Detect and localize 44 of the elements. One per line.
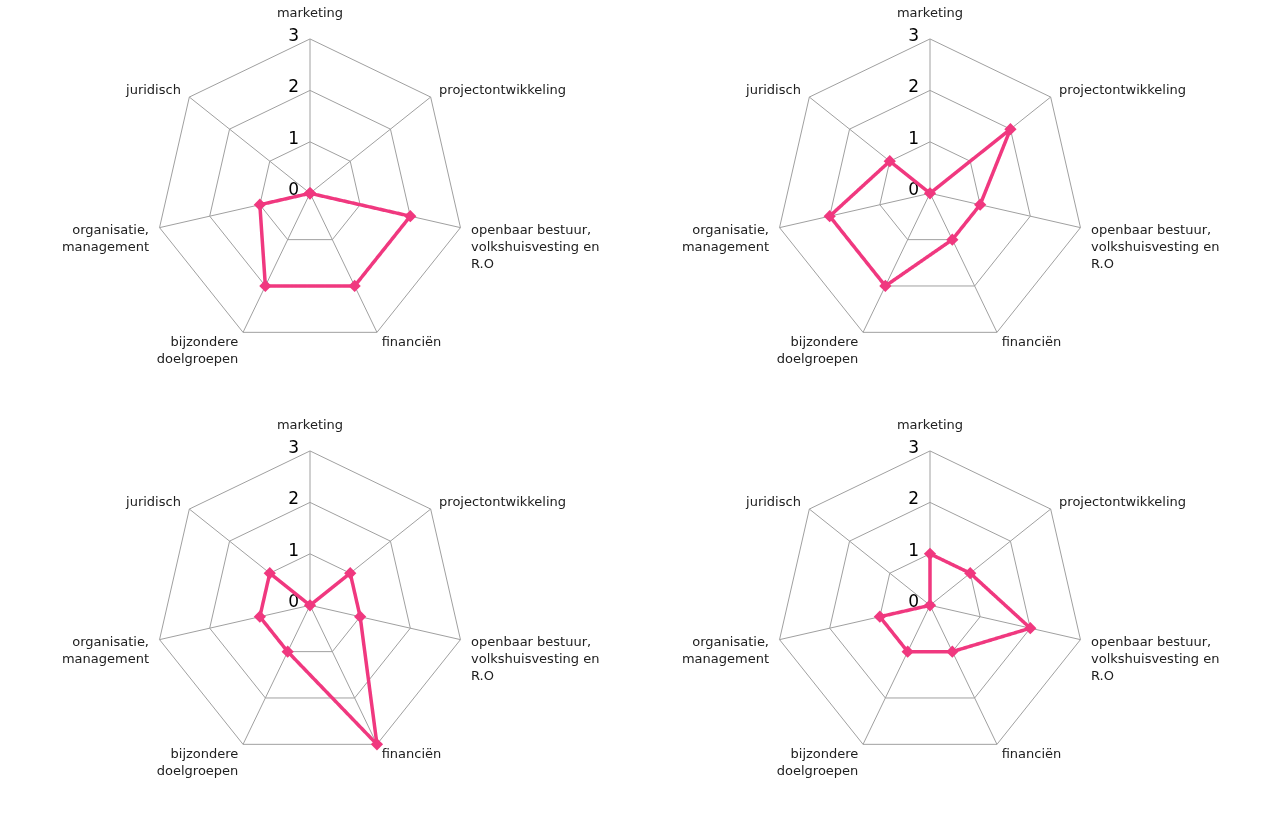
y-tick-label: 2 [288, 488, 300, 509]
spoke-label: marketing [276, 417, 344, 433]
y-tick-label: 2 [908, 488, 920, 509]
spoke-label: juridisch [745, 82, 801, 98]
spoke-label: projectontwikkeling [1059, 494, 1187, 510]
y-tick-label: 3 [288, 436, 300, 457]
y-tick-label: 1 [288, 539, 300, 560]
spoke-label: organisatie, management [681, 222, 770, 255]
spoke-label: financiën [1001, 334, 1062, 350]
spoke-label: juridisch [745, 494, 801, 510]
spoke-label: projectontwikkeling [1059, 82, 1187, 98]
y-tick-label: 0 [908, 591, 920, 612]
spoke-label: financiën [1001, 746, 1062, 762]
spoke-label: juridisch [125, 494, 181, 510]
spoke-label: openbaar bestuur, volkshuisvesting en R.O [1090, 634, 1220, 684]
y-tick-label: 2 [288, 76, 300, 97]
spoke-label: projectontwikkeling [439, 82, 567, 98]
y-tick-label: 0 [288, 591, 300, 612]
spoke-label: marketing [896, 5, 964, 21]
y-tick-label: 3 [288, 24, 300, 45]
y-tick-label: 2 [908, 76, 920, 97]
spoke-label: juridisch [125, 82, 181, 98]
spoke-label: organisatie, management [681, 634, 770, 667]
spoke-label: openbaar bestuur, volkshuisvesting en R.O [1090, 222, 1220, 272]
spoke-label: bijzondere doelgroepen [156, 746, 239, 779]
spoke-label: organisatie, management [61, 634, 150, 667]
y-tick-label: 1 [288, 127, 300, 148]
y-tick-label: 3 [908, 24, 920, 45]
spoke-label: openbaar bestuur, volkshuisvesting en R.O [470, 222, 600, 272]
y-tick-label: 1 [908, 127, 920, 148]
y-tick-label: 0 [288, 179, 300, 200]
y-tick-label: 0 [908, 179, 920, 200]
spoke-label: financiën [381, 746, 442, 762]
spoke-label: bijzondere doelgroepen [776, 746, 859, 779]
y-tick-label: 3 [908, 436, 920, 457]
spoke-label: organisatie, management [61, 222, 150, 255]
spoke-label: marketing [896, 417, 964, 433]
spoke-label: bijzondere doelgroepen [156, 334, 239, 367]
spoke-label: openbaar bestuur, volkshuisvesting en R.O [470, 634, 600, 684]
spoke-label: projectontwikkeling [439, 494, 567, 510]
y-tick-label: 1 [908, 539, 920, 560]
spoke-label: bijzondere doelgroepen [776, 334, 859, 367]
spoke-label: marketing [276, 5, 344, 21]
spoke-label: financiën [381, 334, 442, 350]
